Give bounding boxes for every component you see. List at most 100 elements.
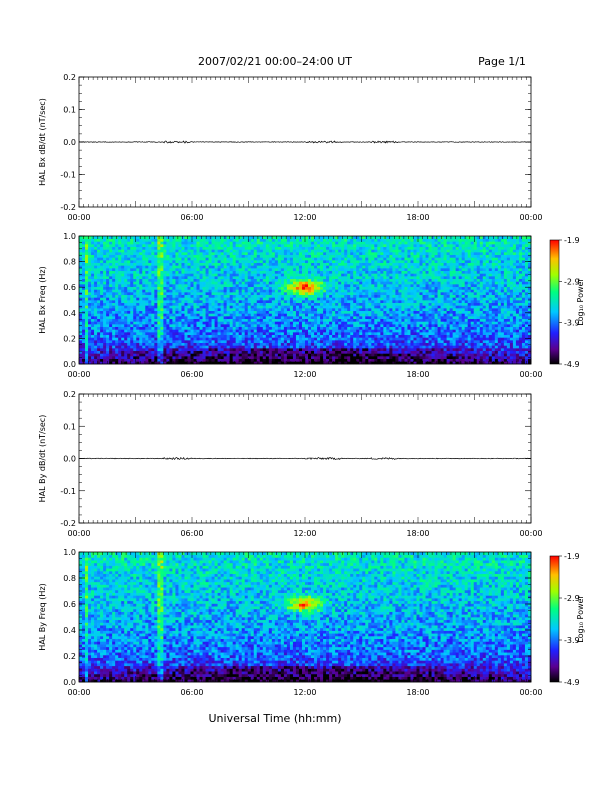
spectrogram-cell <box>154 254 158 258</box>
spectrogram-cell <box>265 324 270 328</box>
spectrogram-cell <box>112 270 116 274</box>
spectrogram-cell <box>356 350 360 354</box>
spectrogram-cell <box>341 332 345 336</box>
spectrogram-cell <box>103 324 107 328</box>
spectrogram-cell <box>317 244 321 248</box>
spectrogram-cell <box>124 265 128 269</box>
spectrogram-cell <box>229 238 234 242</box>
spectrogram-cell <box>359 340 363 344</box>
spectrogram-cell <box>259 289 264 293</box>
spectrogram-cell <box>79 284 83 288</box>
spectrogram-cell <box>317 337 321 341</box>
spectrogram-cell <box>347 265 351 269</box>
spectrogram-cell <box>130 254 134 258</box>
spectrogram-cell <box>353 329 357 333</box>
spectrogram-cell <box>350 332 354 336</box>
spectrogram-cell <box>205 289 209 293</box>
spectrogram-cell <box>365 297 369 301</box>
spectrogram-cell <box>329 249 333 253</box>
spectrogram-cell <box>85 300 89 304</box>
spectrogram-cell <box>298 305 303 309</box>
spectrogram-cell <box>103 308 107 312</box>
spectrogram-cell <box>350 316 354 320</box>
spectrogram-cell <box>271 238 276 242</box>
spectrogram-cell <box>368 321 372 325</box>
spectrogram-cell <box>148 350 152 354</box>
spectrogram-cell <box>368 236 372 240</box>
spectrogram-cell <box>85 281 89 285</box>
spectrogram-cell <box>311 281 315 285</box>
spectrogram-cell <box>109 254 113 258</box>
spectrogram-cell <box>368 316 372 320</box>
spectrogram-cell <box>181 332 185 336</box>
spectrogram-cell <box>353 345 357 349</box>
spectrogram-cell <box>127 257 131 261</box>
spectrogram-cell <box>97 348 101 352</box>
spectrogram-cell <box>172 358 176 362</box>
spectrogram-cell <box>359 244 363 248</box>
spectrogram-cell <box>100 241 104 245</box>
spectrogram-cell <box>356 358 360 362</box>
spectrogram-cell <box>220 270 224 274</box>
spectrogram-cell <box>130 294 134 298</box>
spectrogram-cell <box>280 324 285 328</box>
spectrogram-cell <box>85 260 89 264</box>
spectrogram-cell <box>253 268 258 272</box>
spectrogram-cell <box>214 356 218 360</box>
spectrogram-cell <box>238 300 243 304</box>
spectrogram-cell <box>359 353 363 357</box>
spectrogram-cell <box>262 278 267 282</box>
spectrogram-cell <box>121 262 125 266</box>
spectrogram-cell <box>103 281 107 285</box>
spectrogram-cell <box>163 321 167 325</box>
spectrogram-cell <box>238 334 243 338</box>
spectrogram-cell <box>341 241 345 245</box>
spectrogram-cell <box>220 318 224 322</box>
spectrogram-cell <box>283 286 288 290</box>
spectrogram-cell <box>362 292 366 296</box>
spectrogram-cell <box>178 310 182 314</box>
spectrogram-cell <box>82 345 86 349</box>
spectrogram-cell <box>118 329 122 333</box>
y-tick-label: 0.2 <box>63 73 76 82</box>
spectrogram-cell <box>190 297 194 301</box>
spectrogram-cell <box>262 294 267 298</box>
spectrogram-cell <box>301 257 306 261</box>
spectrogram-cell <box>371 326 375 330</box>
spectrogram-cell <box>145 297 149 301</box>
spectrogram-cell <box>277 337 282 341</box>
spectrogram-cell <box>100 238 104 242</box>
spectrogram-cell <box>175 305 179 309</box>
spectrogram-cell <box>202 246 206 250</box>
spectrogram-cell <box>142 326 146 330</box>
spectrogram-cell <box>347 316 351 320</box>
spectrogram-cell <box>202 305 206 309</box>
spectrogram-cell <box>118 252 122 256</box>
spectrogram-cell <box>175 249 179 253</box>
spectrogram-cell <box>79 278 83 282</box>
spectrogram-cell <box>142 313 146 317</box>
spectrogram-cell <box>109 356 113 360</box>
spectrogram-cell <box>136 337 140 341</box>
spectrogram-cell <box>250 284 255 288</box>
spectrogram-cell <box>112 294 116 298</box>
spectrogram-cell <box>274 337 279 341</box>
spectrogram-cell <box>118 318 122 322</box>
spectrogram-cell <box>220 337 224 341</box>
spectrogram-cell <box>151 241 155 245</box>
spectrogram-cell <box>253 262 258 266</box>
spectrogram-cell <box>295 302 300 306</box>
spectrogram-cell <box>262 334 267 338</box>
spectrogram-cell <box>335 262 339 266</box>
spectrogram-cell <box>265 270 270 274</box>
spectrogram-cell <box>82 292 86 296</box>
spectrogram-cell <box>115 294 119 298</box>
spectrogram-cell <box>163 300 167 304</box>
spectrogram-cell <box>109 260 113 264</box>
spectrogram-cell <box>374 334 378 338</box>
spectrogram-cell <box>139 278 143 282</box>
spectrogram-cell <box>85 257 89 261</box>
spectrogram-cell <box>250 356 255 360</box>
spectrogram-cell <box>181 278 185 282</box>
spectrogram-cell <box>133 305 137 309</box>
